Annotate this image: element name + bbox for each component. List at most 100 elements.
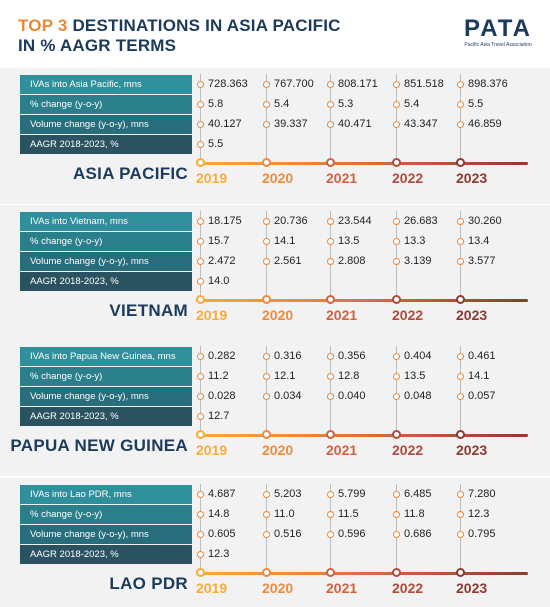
page-title: TOP 3 DESTINATIONS IN ASIA PACIFIC IN % … (18, 16, 532, 56)
table-cell: 39.337 (274, 118, 308, 130)
value-bullet-icon (263, 353, 270, 360)
timeline-band (196, 162, 528, 165)
timeline-node-icon (326, 158, 335, 167)
year-label: 2023 (456, 307, 488, 323)
timeline-band (196, 572, 528, 575)
table-cell: 5.8 (208, 98, 224, 110)
table-cell: 808.171 (338, 78, 378, 90)
table-row: Volume change (y-o-y), mns 40.127 39.337 40… (20, 115, 540, 134)
row-label: IVAs into Lao PDR, mns (20, 485, 192, 504)
table-cell: 7.280 (468, 488, 496, 500)
row-label: AAGR 2018-2023, % (20, 545, 192, 564)
value-bullet-icon (393, 218, 400, 225)
timeline-node-icon (392, 295, 401, 304)
value-bullet-icon (197, 238, 204, 245)
value-bullet-icon (263, 238, 270, 245)
value-bullet-icon (197, 413, 204, 420)
table-cell: 5.203 (274, 488, 302, 500)
timeline-node-icon (196, 295, 205, 304)
value-bullet-icon (457, 353, 464, 360)
table-cell: 2.808 (338, 255, 366, 267)
table-row: AAGR 2018-2023, % 12.3 (20, 545, 540, 564)
table-row: AAGR 2018-2023, % 12.7 (20, 407, 540, 426)
table-cell: 0.686 (404, 528, 432, 540)
timeline-band (196, 434, 528, 437)
value-bullet-icon (393, 238, 400, 245)
value-bullet-icon (457, 511, 464, 518)
year-label: 2020 (262, 307, 294, 323)
table-cell: 0.461 (468, 350, 496, 362)
row-label: Volume change (y-o-y), mns (20, 115, 192, 134)
table-cell: 6.485 (404, 488, 432, 500)
value-bullet-icon (393, 121, 400, 128)
value-bullet-icon (457, 238, 464, 245)
value-bullet-icon (197, 551, 204, 558)
year-label: 2019 (196, 580, 228, 596)
header: TOP 3 DESTINATIONS IN ASIA PACIFIC IN % … (18, 16, 532, 62)
pata-logo: PATA Pacific Asia Travel Association (464, 16, 532, 49)
table-cell: 767.700 (274, 78, 314, 90)
value-bullet-icon (393, 81, 400, 88)
country-title: LAO PDR (109, 574, 188, 593)
column-guide-line (396, 484, 397, 570)
table-row: Volume change (y-o-y), mns 0.028 0.034 0.04… (20, 387, 540, 406)
table-cell: 12.7 (208, 410, 230, 422)
table-row: % change (y-o-y) 11.2 12.1 12.8 13.5 14.1 (20, 367, 540, 386)
table-cell: 5.4 (274, 98, 290, 110)
table-section: IVAs into Vietnam, mns 18.175 20.736 23.544… (0, 205, 550, 341)
table-cell: 3.577 (468, 255, 496, 267)
table-cell: 3.139 (404, 255, 432, 267)
value-bullet-icon (327, 238, 334, 245)
table-row: IVAs into Vietnam, mns 18.175 20.736 23.544… (20, 212, 540, 231)
column-guide-line (266, 346, 267, 432)
value-bullet-icon (197, 278, 204, 285)
year-label: 2022 (392, 442, 424, 458)
column-guide-line (460, 484, 461, 570)
row-label: % change (y-o-y) (20, 232, 192, 251)
value-bullet-icon (393, 258, 400, 265)
value-bullet-icon (197, 258, 204, 265)
value-bullet-icon (263, 258, 270, 265)
year-label: 2022 (392, 170, 424, 186)
row-label: AAGR 2018-2023, % (20, 272, 192, 291)
table-cell: 0.028 (208, 390, 236, 402)
logo-text: PATA (464, 15, 532, 42)
table-cell: 5.799 (338, 488, 366, 500)
column-guide-line (396, 211, 397, 297)
value-bullet-icon (263, 373, 270, 380)
year-label: 2021 (326, 442, 358, 458)
table-cell: 2.472 (208, 255, 236, 267)
value-bullet-icon (457, 101, 464, 108)
logo-subtitle: Pacific Asia Travel Association (464, 42, 532, 48)
value-bullet-icon (393, 393, 400, 400)
value-bullet-icon (197, 373, 204, 380)
value-bullet-icon (263, 393, 270, 400)
value-bullet-icon (393, 373, 400, 380)
year-label: 2022 (392, 307, 424, 323)
table-cell: 40.127 (208, 118, 242, 130)
column-guide-line (200, 211, 201, 297)
table-cell: 12.3 (208, 548, 230, 560)
row-label: IVAs into Asia Pacific, mns (20, 75, 192, 94)
table-cell: 0.034 (274, 390, 302, 402)
title-line-1: DESTINATIONS IN ASIA PACIFIC (72, 16, 341, 35)
year-label: 2022 (392, 580, 424, 596)
timeline-node-icon (456, 295, 465, 304)
year-label: 2020 (262, 170, 294, 186)
row-label: % change (y-o-y) (20, 367, 192, 386)
value-bullet-icon (457, 121, 464, 128)
table-cell: 2.561 (274, 255, 302, 267)
value-bullet-icon (327, 373, 334, 380)
value-bullet-icon (197, 218, 204, 225)
table-cell: 40.471 (338, 118, 372, 130)
table-cell: 898.376 (468, 78, 508, 90)
row-label: IVAs into Papua New Guinea, mns (20, 347, 192, 366)
column-guide-line (200, 74, 201, 160)
table-cell: 0.596 (338, 528, 366, 540)
value-bullet-icon (263, 511, 270, 518)
value-bullet-icon (457, 491, 464, 498)
value-bullet-icon (197, 101, 204, 108)
year-label: 2021 (326, 170, 358, 186)
timeline-node-icon (326, 295, 335, 304)
table-section: IVAs into Papua New Guinea, mns 0.282 0.31… (0, 340, 550, 476)
